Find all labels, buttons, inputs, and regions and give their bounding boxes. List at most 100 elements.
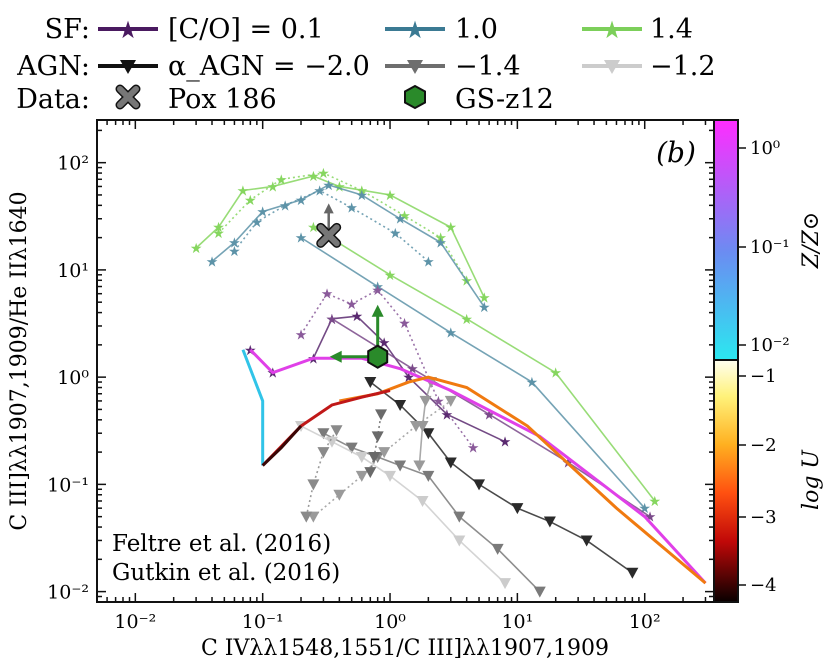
agn-triangle-marker [499, 578, 512, 590]
sf-star-marker: ★ [351, 309, 364, 325]
legend-entry-a12: −1.2 [650, 51, 716, 82]
agn-triangle-marker [307, 479, 320, 491]
series-line [233, 189, 429, 263]
sf-star-marker: ★ [526, 375, 539, 391]
legend-hexagon-icon [404, 84, 426, 110]
sf-star-marker: ★ [549, 366, 562, 382]
legend-triangle-icon [604, 60, 620, 74]
sf-star-marker: ★ [432, 394, 445, 410]
sf-star-marker: ★ [422, 254, 435, 270]
sf-star-marker: ★ [345, 201, 358, 217]
agn-triangle-marker [364, 467, 377, 479]
x-tick-label: 10⁻¹ [242, 611, 284, 633]
sf-star-marker: ★ [384, 188, 397, 204]
series-line [418, 381, 432, 466]
ticks-layer: 10⁻² 10⁻¹ 10⁰ 10¹ 10² 10⁻² 10⁻¹ 10⁰ 10¹ 10² [47, 120, 714, 633]
sf-star-marker: ★ [499, 435, 512, 451]
sf-star-marker: ★ [228, 244, 241, 260]
sf-star-marker: ★ [355, 184, 368, 200]
point-gs-z12 [329, 304, 389, 369]
sf-star-marker: ★ [295, 327, 308, 343]
panel-label: (b) [656, 136, 696, 169]
agn-triangle-marker [355, 470, 368, 482]
agn-triangle-marker [533, 586, 546, 598]
sf-star-marker: ★ [212, 220, 225, 236]
legend-triangle-icon [120, 60, 136, 74]
colorbar-tick-u2: −2 [750, 435, 777, 456]
arrow-head [329, 350, 342, 363]
legend-entry-co14: 1.4 [650, 14, 693, 45]
series-agn-column-b [364, 409, 388, 479]
sf-star-marker: ★ [317, 166, 330, 182]
colorbar-label-ionization: log U [799, 449, 824, 510]
series-line [261, 425, 303, 467]
legend-star-icon: ★ [601, 16, 623, 44]
series-sf-fan-lines-1-4: ★★★★★ [307, 220, 661, 510]
colorbar-label-metallicity: Z/Z⊙ [799, 212, 824, 269]
series-line [369, 414, 382, 473]
agn-triangle-marker [317, 447, 330, 459]
x-tick-label: 10⁰ [374, 611, 406, 633]
series-agn-1-4 [317, 428, 546, 598]
series-track-logu-magenta [249, 348, 707, 585]
agn-triangle-marker [473, 479, 486, 491]
x-tick-label: 10² [629, 611, 661, 633]
series-line [217, 172, 468, 281]
sf-star-marker: ★ [371, 283, 384, 299]
legend-star-icon: ★ [404, 16, 426, 44]
legend-row-data: Data: Pox 186 GS-z12 [16, 84, 554, 115]
x-axis-label: C IVλλ1548,1551/C III]λλ1907,1909 [201, 636, 609, 661]
sf-star-marker: ★ [355, 188, 368, 204]
agn-triangle-marker [422, 428, 435, 440]
agn-triangle-marker [378, 447, 391, 459]
sf-star-marker: ★ [445, 220, 458, 236]
agn-triangle-marker [543, 516, 556, 528]
agn-triangle-marker [317, 428, 330, 440]
legend-x-icon [117, 86, 139, 108]
series-sf-c-o-1-4-grid-2: ★★★ ★★★★★ [212, 166, 473, 289]
colorbar-tick-z1: 10⁻¹ [750, 237, 790, 258]
y-axis-label: C III]λλ1907,1909/He IIλ1640 [7, 191, 32, 530]
series-line [249, 348, 707, 585]
series-agn-2-0 [364, 377, 639, 579]
series-sf-c-o-1-0-grid: ★★★★★★★★★ [206, 178, 491, 316]
sf-star-marker: ★ [467, 441, 480, 457]
agn-triangle-marker [580, 535, 593, 547]
agn-triangle-marker [444, 395, 457, 407]
x-tick-label: 10⁻² [114, 611, 156, 633]
y-tick-label: 10² [57, 153, 89, 175]
sf-star-marker: ★ [322, 178, 335, 194]
legend: SF: ★ [C/O] = 0.1 ★ 1.0 ★ 1.4 AGN: α_AGN… [16, 14, 715, 115]
series-line [323, 432, 541, 593]
agn-triangle-marker [300, 511, 313, 523]
colorbar: 10⁰ 10⁻¹ 10⁻² −1 −2 −3 −4 Z/Z⊙ log U [713, 119, 824, 603]
sf-star-marker: ★ [237, 184, 250, 200]
series-agn-column-a [300, 425, 343, 523]
series-line [305, 429, 338, 517]
sf-star-marker: ★ [441, 407, 454, 423]
legend-entry-co10: 1.0 [455, 14, 498, 45]
sf-star-marker: ★ [206, 254, 219, 270]
y-tick-label: 10⁻¹ [47, 474, 89, 496]
sf-star-marker: ★ [228, 236, 241, 252]
agn-triangle-marker [422, 470, 435, 482]
sf-star-marker: ★ [649, 494, 662, 510]
sf-star-marker: ★ [212, 226, 225, 242]
agn-triangle-marker [355, 452, 368, 464]
points-layer [316, 203, 389, 369]
series-line [241, 349, 265, 466]
agn-triangle-marker [345, 442, 358, 454]
agn-triangle-marker [444, 457, 457, 469]
agn-triangle-marker [394, 460, 407, 472]
agn-triangle-marker [371, 431, 384, 443]
sf-star-marker: ★ [478, 300, 491, 316]
legend-entry-gsz12: GS-z12 [455, 84, 554, 115]
agn-triangle-marker [491, 543, 504, 555]
plot-background [97, 120, 714, 602]
sf-star-marker: ★ [345, 297, 358, 313]
credit-gutkin: Gutkin et al. (2016) [112, 560, 340, 586]
point-pox-186 [316, 203, 342, 248]
series-agn-1-2 [295, 421, 512, 590]
credit-feltre: Feltre et al. (2016) [112, 531, 331, 557]
agn-triangle-marker [394, 399, 407, 411]
